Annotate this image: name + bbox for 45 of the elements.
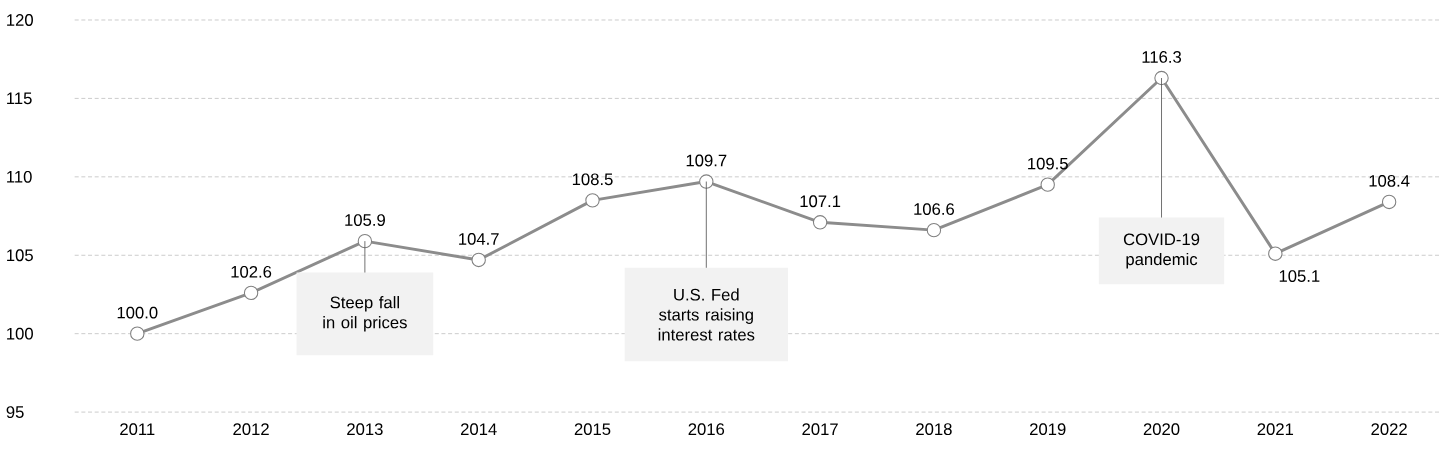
annotation: U.S. Fed starts raising interest rates [658,288,755,341]
y-tick-label: 100 [7,327,33,340]
y-tick-label: 95 [6,406,24,419]
text: 100.0 [117,306,158,319]
x-tick-label: 2022 [1371,423,1407,436]
x-tick-label: 2019 [1030,423,1066,436]
point [243,285,259,301]
x-tick-label: 2015 [574,423,611,436]
x-tick-label: 2021 [1257,423,1294,436]
text: 107.1 [800,195,841,208]
x-tick-label: 2011 [120,423,155,436]
point [1268,246,1283,261]
x-tick-label: 2013 [347,423,383,436]
text: 116.3 [1142,51,1182,63]
x-tick-label: 2020 [1143,423,1180,436]
y-tick-label: 115 [7,92,32,105]
x-tick-label: 2012 [233,423,269,436]
point [1040,177,1055,192]
point [699,174,714,189]
point [471,252,486,268]
y-tick-label: 105 [7,249,33,262]
point [1381,194,1397,210]
point [585,193,600,208]
text: 109.7 [686,154,727,167]
y-tick-label: 110 [7,171,32,183]
x-tick-label: 2016 [688,423,725,436]
point [357,234,373,249]
text: 106.6 [914,203,955,216]
point [1154,70,1169,86]
point [812,215,828,230]
text: 105.9 [345,214,385,227]
annotation: COVID-19 pandemic [1123,233,1200,269]
text: 109.5 [1028,157,1068,170]
text: 108.5 [572,173,613,186]
y-tick-label: 120 [7,14,33,27]
text: 104.7 [459,233,499,245]
x-tick-label: 2017 [802,423,838,436]
x-tick-label: 2018 [916,423,952,436]
text: 108.4 [1369,175,1410,187]
text: 105.1 [1279,270,1320,283]
point [130,326,145,341]
annotation: Steep fall in oil prices [323,296,407,332]
x-tick-label: 2014 [460,423,497,436]
point [926,223,942,238]
text: 102.6 [231,266,272,278]
